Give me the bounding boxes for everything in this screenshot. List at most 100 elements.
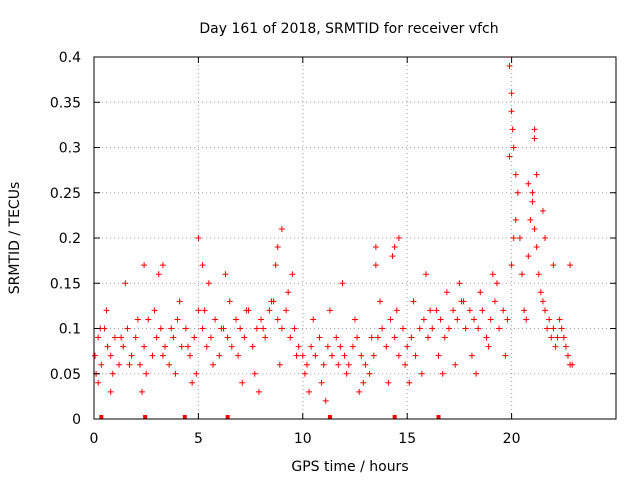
data-point: [178, 343, 185, 350]
data-point: [468, 352, 475, 359]
data-point: [337, 343, 344, 350]
x-tick-label: 15: [398, 431, 416, 447]
data-point: [329, 352, 336, 359]
data-point: [95, 334, 102, 341]
data-point: [95, 379, 102, 386]
data-point: [343, 370, 350, 377]
data-point: [301, 370, 308, 377]
data-point: [402, 361, 409, 368]
data-point: [427, 307, 434, 314]
data-point: [395, 352, 402, 359]
data-point: [509, 126, 516, 133]
data-point: [322, 397, 329, 404]
data-point: [168, 325, 175, 332]
data-point: [552, 343, 559, 350]
data-point: [111, 334, 118, 341]
data-point: [471, 316, 478, 323]
data-point: [145, 316, 152, 323]
data-point: [554, 334, 561, 341]
data-point: [272, 262, 279, 269]
data-point: [352, 316, 358, 323]
data-point: [406, 379, 413, 386]
data-point: [320, 361, 327, 368]
data-point: [548, 334, 555, 341]
data-point: [193, 370, 200, 377]
data-point: [210, 361, 217, 368]
data-point: [339, 280, 346, 287]
data-point: [395, 235, 402, 241]
data-point: [523, 316, 530, 323]
data-point: [122, 280, 129, 287]
data-point: [191, 334, 198, 341]
data-point: [268, 298, 275, 305]
data-point: [126, 361, 133, 368]
data-point: [531, 135, 538, 142]
data-point: [203, 343, 210, 350]
data-point: [506, 153, 513, 160]
data-point: [182, 325, 189, 332]
data-point: [335, 361, 342, 368]
data-point: [104, 343, 111, 350]
data-point: [387, 316, 394, 323]
data-point: [237, 325, 244, 332]
data-point: [564, 352, 571, 359]
data-point: [103, 307, 110, 314]
data-point: [539, 207, 546, 214]
data-point: [542, 235, 549, 241]
data-point: [441, 334, 448, 341]
data-point: [278, 325, 285, 332]
data-point: [433, 307, 440, 314]
data-point: [218, 325, 225, 332]
data-point: [143, 370, 150, 377]
data-point: [450, 307, 457, 314]
data-point: [558, 325, 565, 332]
data-point: [303, 361, 310, 368]
x-tick-label: 0: [90, 431, 99, 447]
data-point: [389, 253, 396, 260]
data-point: [120, 343, 127, 350]
data-point: [299, 352, 306, 359]
data-point: [362, 361, 369, 368]
data-point: [345, 361, 352, 368]
data-point: [157, 325, 164, 332]
bad-data-marker: [99, 415, 104, 419]
data-point: [491, 298, 498, 305]
data-point: [324, 343, 331, 350]
data-point: [506, 63, 513, 70]
data-point: [519, 271, 526, 278]
data-point: [326, 307, 333, 314]
data-point: [128, 352, 135, 359]
data-point: [98, 361, 105, 368]
data-point: [525, 253, 532, 260]
data-point: [199, 325, 206, 332]
data-point: [239, 379, 246, 386]
x-tick-label: 10: [294, 431, 312, 447]
data-point: [422, 271, 429, 278]
data-point: [216, 352, 223, 359]
data-point: [372, 262, 379, 269]
data-point: [477, 289, 484, 296]
data-point: [278, 225, 285, 232]
data-point: [379, 325, 386, 332]
data-point: [546, 316, 553, 323]
data-point: [255, 388, 262, 395]
data-point: [224, 334, 231, 341]
data-point: [372, 244, 379, 251]
data-point: [550, 262, 557, 269]
data-point: [429, 325, 436, 332]
data-point: [533, 244, 540, 251]
x-tick-label: 5: [194, 431, 203, 447]
data-point: [136, 361, 143, 368]
data-point: [161, 343, 168, 350]
data-point: [508, 90, 515, 97]
data-point: [232, 316, 239, 323]
data-point: [556, 316, 563, 323]
data-point: [235, 352, 242, 359]
data-point: [393, 307, 400, 314]
data-point: [149, 352, 156, 359]
data-point: [366, 370, 373, 377]
data-point: [435, 352, 442, 359]
data-point: [189, 379, 196, 386]
data-point: [512, 171, 519, 178]
